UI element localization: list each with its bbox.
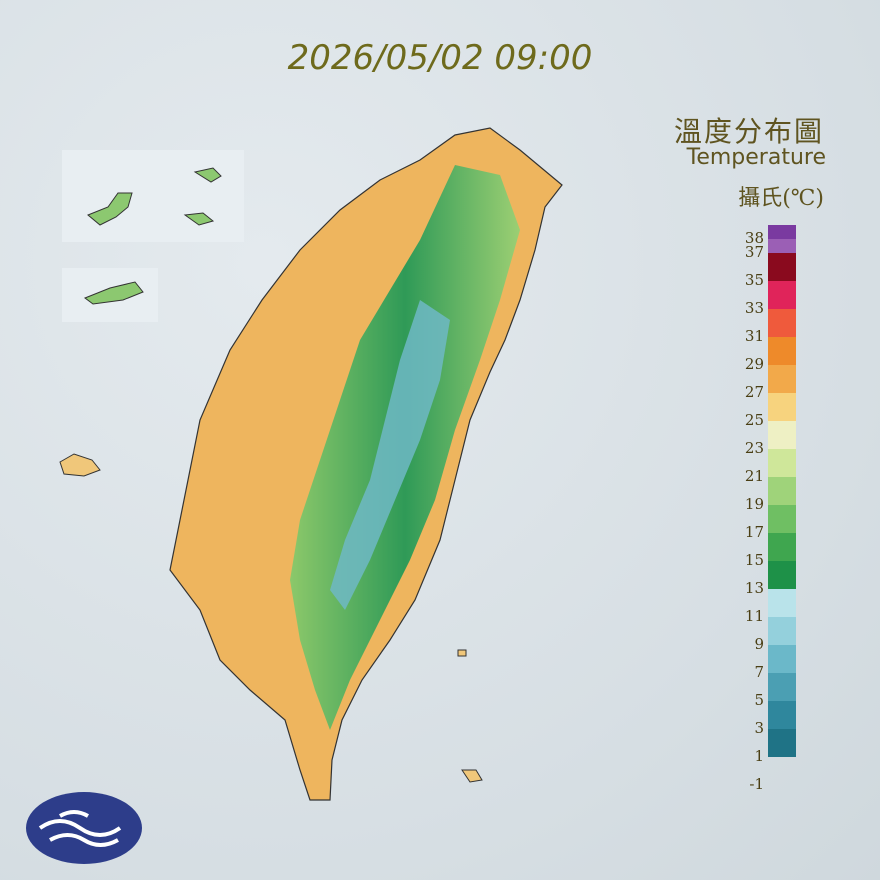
legend-swatch	[768, 477, 796, 505]
logo	[26, 792, 142, 864]
inset-box	[62, 150, 244, 242]
legend-label: -1	[749, 775, 764, 793]
legend-label: 33	[745, 299, 764, 317]
legend-label: 15	[745, 551, 764, 569]
legend-label: 19	[745, 495, 764, 513]
legend-label: 7	[754, 663, 764, 681]
legend-label: 3	[754, 719, 764, 737]
legend-swatch	[768, 701, 796, 729]
legend-swatch	[768, 673, 796, 701]
legend-swatch	[768, 421, 796, 449]
islands	[59, 453, 483, 783]
legend-label: 9	[754, 635, 764, 653]
legend-label: 35	[745, 271, 764, 289]
subtitle: Temperature	[686, 145, 826, 170]
legend-swatch	[768, 365, 796, 393]
legend-swatch	[768, 645, 796, 673]
legend-label: 11	[745, 607, 764, 625]
legend-label: 5	[754, 691, 764, 709]
legend-label: 29	[745, 355, 764, 373]
timestamp: 2026/05/02 09:00	[287, 38, 593, 78]
legend-label: 13	[745, 579, 764, 597]
legend-swatch	[768, 337, 796, 365]
legend-swatch	[768, 449, 796, 477]
legend-label: 21	[745, 467, 764, 485]
legend-swatch	[768, 617, 796, 645]
legend-swatch	[768, 505, 796, 533]
islands	[83, 167, 222, 305]
legend-swatch	[768, 393, 796, 421]
high-peaks	[330, 300, 450, 610]
legend-swatch	[768, 225, 796, 239]
legend-label: 31	[745, 327, 764, 345]
legend-swatch	[768, 533, 796, 561]
legend-label: 37	[745, 243, 764, 261]
legend-swatch	[768, 561, 796, 589]
legend-label: 17	[745, 523, 764, 541]
legend-swatch	[768, 589, 796, 617]
legend-swatch	[768, 729, 796, 757]
logo-waves	[38, 810, 122, 847]
legend-swatch	[768, 281, 796, 309]
legend-label: 27	[745, 383, 764, 401]
legend-label: 23	[745, 439, 764, 457]
legend-swatch	[768, 309, 796, 337]
legend-label: 1	[754, 747, 764, 765]
title: 溫度分布圖	[673, 115, 824, 148]
legend-label: 25	[745, 411, 764, 429]
legend-swatch	[768, 253, 796, 281]
legend-swatch	[768, 239, 796, 253]
unit: 攝氏(℃)	[738, 186, 824, 211]
legend-label: 38	[745, 229, 764, 247]
